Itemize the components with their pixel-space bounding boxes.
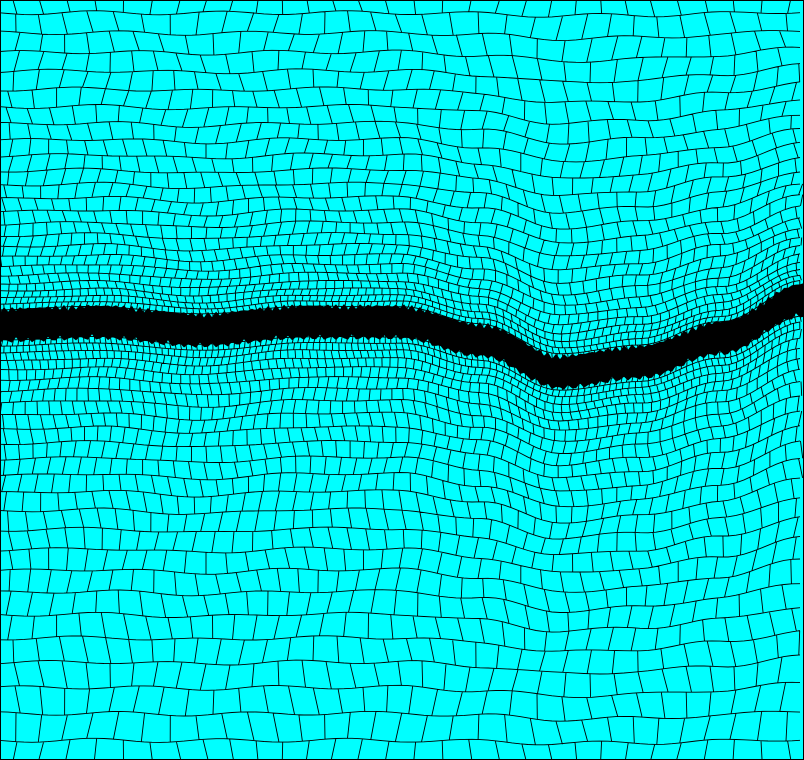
page: (() => { JSON.parse(document.getElementB… [0,0,804,760]
mesh-view [0,0,804,760]
mesh-background [0,0,804,760]
